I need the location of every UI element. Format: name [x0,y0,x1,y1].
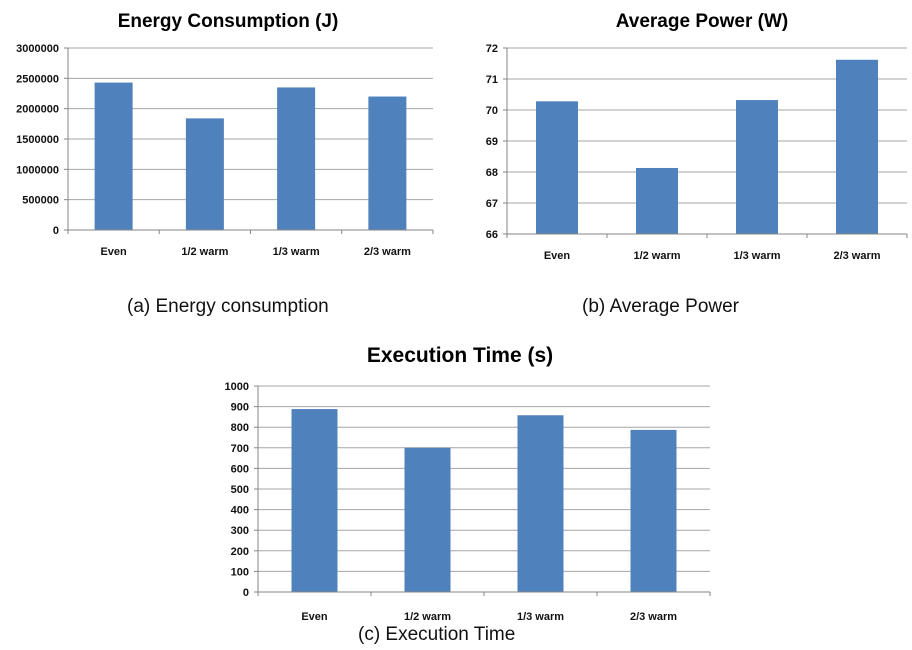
y-tick-label: 68 [486,167,498,179]
category-label: 1/2 warm [404,611,451,623]
caption-b: (b) Average Power [582,296,740,317]
execution-time-svg: Execution Time (s) 0 100 200 300 400 500 600 700… [225,344,711,623]
bar-2-3-warm [836,59,878,234]
chart-title: Execution Time (s) [367,344,553,367]
bar-2-3-warm [630,429,677,592]
y-tick-label: 100 [231,566,249,578]
y-tick-label: 0 [53,225,59,237]
y-tick-label: 1000000 [16,164,59,176]
chart-title: Energy Consumption (J) [118,11,339,32]
category-label: 1/3 warm [733,250,780,262]
caption-c: (c) Execution Time [358,624,516,645]
y-tick-label: 70 [486,105,498,117]
bar-1-2-warm [185,118,224,230]
category-label: Even [544,250,571,262]
bar-even [291,409,338,592]
energy-consumption-chart: Energy Consumption (J) 0 500000 1000000 1500… [0,0,450,270]
y-tick-label: 900 [231,402,249,414]
y-tick-label: 71 [486,74,498,86]
y-tick-label: 500 [231,484,249,496]
y-tick-label: 700 [231,443,249,455]
bar-even [536,101,578,234]
y-tick-label: 1000 [225,381,249,393]
average-power-chart: Average Power (W) 66 67 68 69 70 71 72 Even 1/2 w… [455,0,912,270]
bar-1-3-warm [736,100,778,234]
category-label: 1/2 warm [181,246,228,258]
y-tick-label: 800 [231,422,249,434]
y-tick-label: 67 [486,198,498,210]
bar-even [94,82,133,230]
bar-2-3-warm [368,96,407,231]
bar-1-3-warm [277,87,316,230]
category-label: 1/2 warm [633,250,680,262]
y-tick-label: 1500000 [16,134,59,146]
category-label: 1/3 warm [273,246,320,258]
y-tick-label: 500000 [22,195,59,207]
y-tick-label: 2000000 [16,104,59,116]
energy-consumption-svg: Energy Consumption (J) 0 500000 1000000 1500… [16,11,434,258]
y-tick-label: 0 [243,587,249,599]
category-label: 2/3 warm [630,611,677,623]
chart-title: Average Power (W) [616,11,788,32]
y-tick-label: 600 [231,463,249,475]
y-tick-label: 200 [231,546,249,558]
y-tick-label: 69 [486,136,498,148]
category-label: Even [301,611,328,623]
execution-time-chart: Execution Time (s) 0 100 200 300 400 500 600 700… [190,330,730,630]
y-tick-label: 300 [231,525,249,537]
y-tick-label: 2500000 [16,73,59,85]
bar-1-2-warm [404,447,451,592]
caption-a: (a) Energy consumption [127,296,329,317]
category-label: 2/3 warm [364,246,411,258]
category-label: 1/3 warm [517,611,564,623]
y-tick-label: 3000000 [16,43,59,55]
y-tick-label: 72 [486,43,498,55]
category-label: 2/3 warm [833,250,880,262]
y-tick-label: 66 [486,229,498,241]
average-power-svg: Average Power (W) 66 67 68 69 70 71 72 Even 1/2 w… [486,11,908,262]
bar-1-2-warm [636,167,678,234]
y-tick-label: 400 [231,505,249,517]
bar-1-3-warm [517,415,564,592]
category-label: Even [100,246,127,258]
